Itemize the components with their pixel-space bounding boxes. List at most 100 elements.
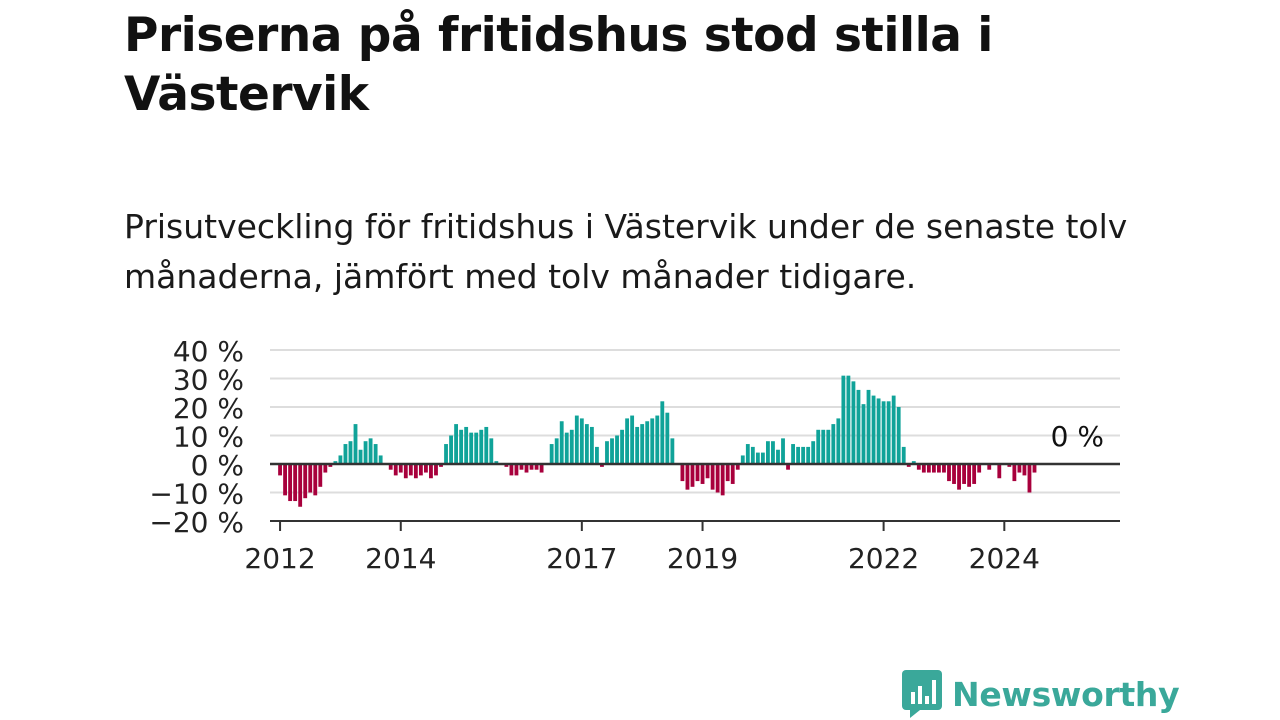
bar	[293, 464, 298, 502]
bar	[926, 464, 931, 473]
bar	[896, 407, 901, 464]
bar	[554, 438, 559, 464]
bar	[363, 441, 368, 464]
bar	[529, 464, 534, 470]
bar	[876, 398, 881, 464]
bar	[439, 464, 443, 467]
bar	[278, 464, 282, 476]
bar	[735, 464, 740, 470]
bar	[358, 449, 363, 464]
bar	[429, 464, 433, 479]
bar	[328, 464, 333, 467]
bar	[665, 412, 670, 464]
bar	[901, 446, 906, 464]
bar	[655, 415, 660, 464]
bar	[831, 424, 836, 464]
bar	[615, 435, 619, 464]
bar	[489, 438, 494, 464]
bar	[444, 444, 448, 464]
bar	[574, 415, 579, 464]
bar	[469, 432, 474, 464]
bar	[766, 441, 770, 464]
bar	[957, 464, 961, 490]
bar	[720, 464, 725, 496]
x-tick-label: 2014	[365, 542, 436, 575]
x-tick-label: 2017	[546, 542, 617, 575]
bar	[534, 464, 539, 470]
bar	[343, 444, 348, 464]
bar	[811, 441, 816, 464]
bar	[645, 421, 650, 464]
bar	[283, 464, 287, 496]
bar	[484, 426, 489, 464]
bar	[348, 441, 353, 464]
bar	[967, 464, 972, 487]
bar	[680, 464, 685, 482]
bar	[846, 375, 851, 464]
bar	[1032, 464, 1037, 473]
bar	[454, 424, 459, 464]
bar	[916, 464, 921, 470]
bar	[464, 426, 469, 464]
bar	[605, 441, 609, 464]
bar	[298, 464, 303, 507]
bar	[403, 464, 408, 479]
bar	[937, 464, 941, 473]
bar	[821, 429, 826, 464]
bar	[308, 464, 313, 493]
bar	[333, 461, 338, 464]
bar	[740, 455, 745, 464]
bar	[987, 464, 992, 470]
bar	[595, 446, 599, 464]
bar	[1027, 464, 1032, 493]
bar	[564, 432, 569, 464]
bar	[730, 464, 735, 484]
y-tick-label: 40 %	[173, 335, 244, 368]
y-tick-label: 10 %	[173, 421, 244, 454]
bar-chart: −20 %−10 %0 %10 %20 %30 %40 %2012 2014 201…	[149, 335, 1120, 575]
bar	[977, 464, 982, 473]
bar	[424, 464, 428, 473]
x-tick-label: 2012	[244, 542, 315, 575]
bar	[625, 418, 630, 464]
bar	[1007, 464, 1012, 467]
bar	[519, 464, 524, 470]
bar	[816, 429, 821, 464]
bar	[921, 464, 926, 473]
bar	[931, 464, 936, 473]
bar	[509, 464, 514, 476]
bar	[514, 464, 519, 476]
bar	[972, 464, 977, 484]
bar	[750, 446, 755, 464]
bar	[418, 464, 423, 476]
bar	[303, 464, 308, 499]
bar	[886, 401, 891, 464]
bar	[589, 426, 594, 464]
bar	[771, 441, 775, 464]
bar	[796, 446, 801, 464]
bar	[313, 464, 318, 496]
bar	[635, 426, 640, 464]
bar	[1022, 464, 1027, 476]
bar	[700, 464, 705, 484]
brand-name: Newsworthy	[952, 674, 1180, 714]
bar	[906, 464, 911, 467]
bar	[323, 464, 328, 473]
bar	[760, 452, 765, 464]
bar	[781, 438, 785, 464]
bar	[826, 429, 831, 464]
bar	[715, 464, 720, 493]
bar	[806, 446, 811, 464]
bar	[776, 449, 780, 464]
bar	[705, 464, 710, 479]
bar	[630, 415, 635, 464]
bar	[851, 381, 856, 464]
bar	[660, 401, 665, 464]
bar	[479, 429, 484, 464]
bar	[856, 389, 861, 464]
bar	[801, 446, 806, 464]
bar	[338, 455, 343, 464]
bar	[962, 464, 966, 484]
bar	[881, 401, 886, 464]
x-tick-label: 2022	[848, 542, 919, 575]
